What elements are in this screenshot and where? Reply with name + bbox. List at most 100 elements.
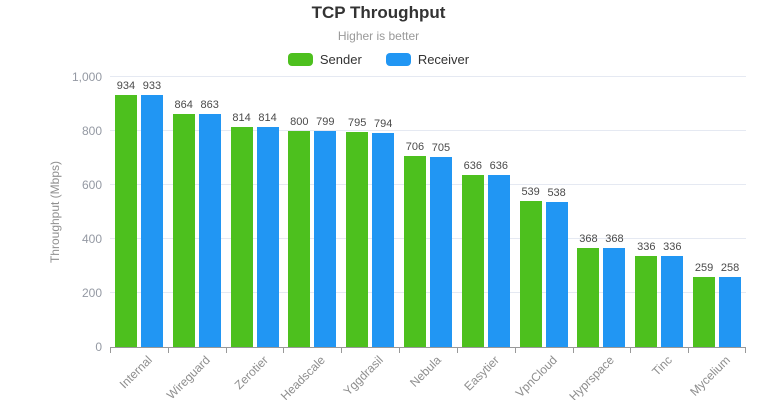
x-tick-mark bbox=[168, 348, 169, 353]
bar-value-label: 799 bbox=[316, 116, 335, 128]
legend-item-receiver[interactable]: Receiver bbox=[385, 51, 470, 67]
bar-unit-receiver-yggdrasil: 794 bbox=[372, 118, 395, 347]
x-tick-mark bbox=[226, 348, 227, 353]
legend: Sender Receiver bbox=[0, 50, 757, 68]
legend-marker-receiver bbox=[385, 52, 411, 66]
legend-item-sender[interactable]: Sender bbox=[287, 51, 362, 67]
bar-group-headscale: 800 799 bbox=[283, 77, 341, 347]
bar-unit-receiver-mycelium: 258 bbox=[719, 262, 742, 347]
bar-value-label: 794 bbox=[373, 118, 393, 130]
bar-unit-receiver-tinc: 336 bbox=[661, 241, 684, 347]
x-label-zerotier: Zerotier bbox=[231, 353, 271, 393]
bar-unit-sender-tinc: 336 bbox=[635, 241, 658, 347]
bar-unit-sender-easytier: 636 bbox=[461, 160, 484, 347]
x-label-nebula: Nebula bbox=[407, 353, 444, 390]
bar-sender-vpncloud bbox=[519, 201, 542, 347]
bar-group-internal: 934 933 bbox=[110, 77, 168, 347]
bar-group-easytier: 636 636 bbox=[457, 77, 515, 347]
bar-group-hyprspace: 368 368 bbox=[573, 77, 631, 347]
y-tick-label-400: 400 bbox=[81, 232, 102, 246]
bar-sender-nebula bbox=[403, 156, 426, 347]
y-axis-title: Throughput (Mbps) bbox=[48, 160, 62, 264]
x-label-headscale: Headscale bbox=[278, 353, 329, 400]
bar-value-label: 368 bbox=[605, 233, 624, 245]
legend-label-sender: Sender bbox=[319, 51, 362, 67]
bar-value-label: 259 bbox=[694, 262, 714, 274]
x-tick-mark bbox=[573, 348, 574, 353]
gridline-800 bbox=[110, 130, 746, 131]
bar-unit-receiver-internal: 933 bbox=[140, 80, 163, 347]
x-label-vpncloud: VpnCloud bbox=[512, 353, 560, 400]
bar-receiver-easytier bbox=[487, 175, 510, 347]
bar-value-label: 933 bbox=[142, 80, 162, 92]
bar-group-mycelium: 259 258 bbox=[688, 77, 746, 347]
x-tick-mark bbox=[283, 348, 284, 353]
bar-unit-receiver-zerotier: 814 bbox=[256, 112, 279, 347]
bar-value-label: 863 bbox=[200, 99, 219, 111]
bar-sender-yggdrasil bbox=[346, 132, 369, 347]
bar-value-label: 539 bbox=[521, 186, 540, 198]
gridline-1000 bbox=[110, 76, 746, 77]
chart-title: TCP Throughput bbox=[311, 3, 446, 22]
bar-receiver-wireguard bbox=[198, 114, 221, 347]
bar-value-label: 795 bbox=[347, 117, 367, 129]
bar-value-label: 636 bbox=[489, 160, 508, 172]
bar-unit-receiver-easytier: 636 bbox=[487, 160, 510, 347]
x-tick-mark bbox=[341, 348, 342, 353]
y-tick-label-600: 600 bbox=[81, 178, 102, 192]
bar-unit-receiver-headscale: 799 bbox=[314, 116, 337, 347]
bar-group-zerotier: 814 814 bbox=[226, 77, 284, 347]
bar-sender-mycelium bbox=[693, 277, 716, 347]
bar-value-label: 814 bbox=[232, 112, 251, 124]
x-axis-line bbox=[110, 347, 746, 348]
bar-value-label: 368 bbox=[579, 233, 598, 245]
x-label-yggdrasil: Yggdrasil bbox=[340, 353, 387, 399]
bar-sender-easytier bbox=[461, 175, 484, 347]
bar-sender-hyprspace bbox=[577, 248, 600, 347]
bar-value-label: 258 bbox=[720, 262, 740, 274]
bar-receiver-hyprspace bbox=[603, 248, 626, 347]
y-tick-label-0: 0 bbox=[95, 340, 102, 354]
bar-sender-headscale bbox=[288, 131, 311, 347]
y-tick-label-200: 200 bbox=[81, 286, 102, 300]
x-tick-mark bbox=[630, 348, 631, 353]
gridline-400 bbox=[110, 238, 746, 239]
bar-receiver-headscale bbox=[314, 131, 337, 347]
bar-group-nebula: 706 705 bbox=[399, 77, 457, 347]
bar-value-label: 705 bbox=[431, 142, 451, 154]
gridline-200 bbox=[110, 292, 746, 293]
x-label-hyprspace: Hyprspace bbox=[566, 353, 618, 400]
x-tick-mark bbox=[457, 348, 458, 353]
bar-value-label: 706 bbox=[405, 141, 425, 153]
bar-unit-sender-yggdrasil: 795 bbox=[346, 117, 369, 347]
bar-receiver-nebula bbox=[429, 157, 452, 347]
x-label-wireguard: Wireguard bbox=[163, 353, 213, 400]
bar-value-label: 864 bbox=[174, 99, 193, 111]
bar-sender-wireguard bbox=[172, 114, 195, 347]
bar-value-label: 538 bbox=[547, 187, 566, 199]
x-tick-mark bbox=[745, 348, 746, 353]
bar-value-label: 814 bbox=[258, 112, 277, 124]
bar-receiver-mycelium bbox=[719, 277, 742, 347]
bar-receiver-vpncloud bbox=[545, 202, 568, 347]
bar-value-label: 636 bbox=[463, 160, 482, 172]
bar-group-vpncloud: 539 538 bbox=[515, 77, 573, 347]
bar-unit-sender-internal: 934 bbox=[114, 81, 137, 347]
bar-unit-receiver-wireguard: 863 bbox=[198, 99, 221, 347]
x-label-tinc: Tinc bbox=[649, 353, 676, 379]
bar-unit-sender-nebula: 706 bbox=[403, 141, 426, 347]
bar-unit-sender-mycelium: 259 bbox=[693, 262, 716, 347]
bar-value-label: 336 bbox=[637, 241, 656, 253]
bar-value-label: 336 bbox=[663, 241, 682, 253]
legend-label-receiver: Receiver bbox=[417, 51, 470, 67]
bar-receiver-tinc bbox=[661, 256, 684, 347]
bar-sender-tinc bbox=[635, 256, 658, 347]
bar-group-tinc: 336 336 bbox=[630, 77, 688, 347]
bar-unit-receiver-vpncloud: 538 bbox=[545, 187, 568, 347]
bar-unit-sender-zerotier: 814 bbox=[230, 112, 253, 347]
x-tick-mark bbox=[399, 348, 400, 353]
bar-sender-internal bbox=[114, 95, 137, 347]
bar-receiver-zerotier bbox=[256, 127, 279, 347]
x-label-mycelium: Mycelium bbox=[687, 353, 733, 399]
